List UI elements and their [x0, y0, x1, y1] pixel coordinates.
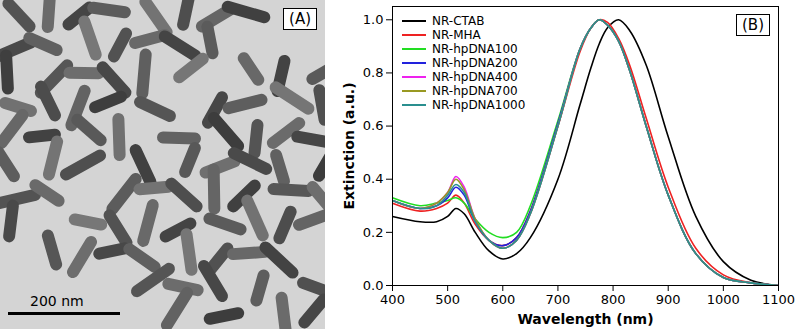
html-text:(A): (A) — [289, 10, 311, 28]
html-text:NR-MHA: NR-MHA — [432, 28, 481, 42]
svg-text:Wavelength (nm): Wavelength (nm) — [517, 311, 653, 327]
html-text:(B): (B) — [742, 16, 764, 34]
svg-text:0.2: 0.2 — [363, 225, 384, 240]
svg-text:1100: 1100 — [762, 292, 795, 307]
svg-text:Extinction (a.u.): Extinction (a.u.) — [341, 82, 357, 209]
svg-text:700: 700 — [546, 292, 571, 307]
svg-text:400: 400 — [380, 292, 405, 307]
html-text:NR-hpDNA1000: NR-hpDNA1000 — [432, 98, 526, 112]
html-text:NR-CTAB: NR-CTAB — [432, 14, 485, 28]
svg-text:0.4: 0.4 — [363, 171, 384, 186]
html-text:NR-hpDNA700: NR-hpDNA700 — [432, 84, 518, 98]
svg-text:0.8: 0.8 — [363, 65, 384, 80]
svg-text:1000: 1000 — [707, 292, 740, 307]
svg-text:600: 600 — [490, 292, 515, 307]
html-text:NR-hpDNA400: NR-hpDNA400 — [432, 70, 518, 84]
svg-text:500: 500 — [435, 292, 460, 307]
svg-text:900: 900 — [656, 292, 681, 307]
svg-text:1.0: 1.0 — [363, 12, 384, 27]
svg-text:0.6: 0.6 — [363, 118, 384, 133]
svg-text:200 nm: 200 nm — [30, 293, 84, 309]
html-text:NR-hpDNA100: NR-hpDNA100 — [432, 42, 518, 56]
svg-text:0.0: 0.0 — [363, 278, 384, 293]
html-text:NR-hpDNA200: NR-hpDNA200 — [432, 56, 518, 70]
svg-text:800: 800 — [601, 292, 626, 307]
